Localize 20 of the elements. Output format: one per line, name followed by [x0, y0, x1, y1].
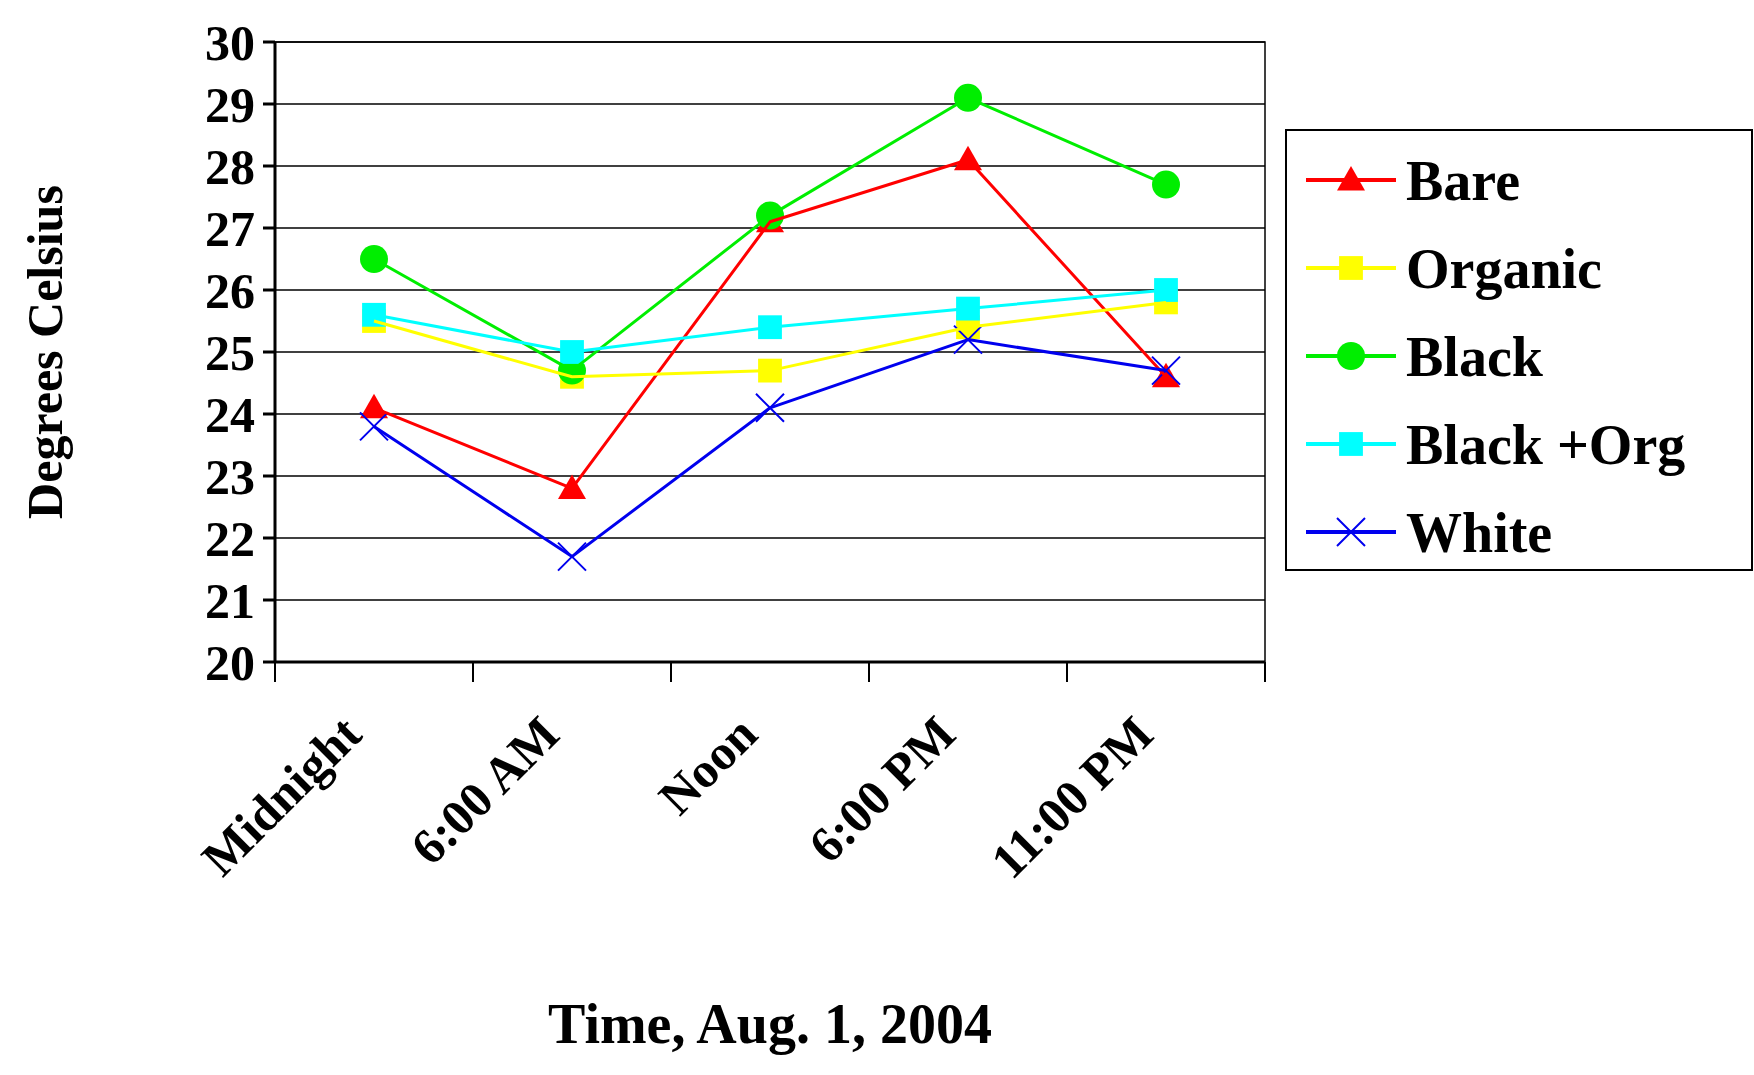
legend-label: Black: [1406, 325, 1544, 388]
x-tick-label: 6:00 AM: [399, 705, 570, 876]
y-tick-label: 26: [205, 262, 255, 319]
legend-label: White: [1406, 501, 1553, 564]
x-axis-title: Time, Aug. 1, 2004: [548, 993, 992, 1055]
y-tick-label: 22: [205, 510, 255, 567]
y-tick-label: 29: [205, 76, 255, 133]
y-tick-label: 30: [205, 14, 255, 71]
y-tick-label: 20: [205, 634, 255, 691]
y-tick-label: 27: [205, 200, 255, 257]
legend-label: Bare: [1406, 149, 1521, 212]
legend-label: Black +Org: [1406, 413, 1686, 476]
y-tick-label: 23: [205, 448, 255, 505]
y-tick-label: 21: [205, 572, 255, 629]
x-tick-label: 6:00 PM: [797, 705, 966, 874]
y-axis-title: Degrees Celsius: [17, 185, 73, 519]
y-tick-label: 25: [205, 324, 255, 381]
legend-label: Organic: [1406, 237, 1602, 300]
y-tick-label: 24: [205, 386, 255, 443]
y-tick-label: 28: [205, 138, 255, 195]
